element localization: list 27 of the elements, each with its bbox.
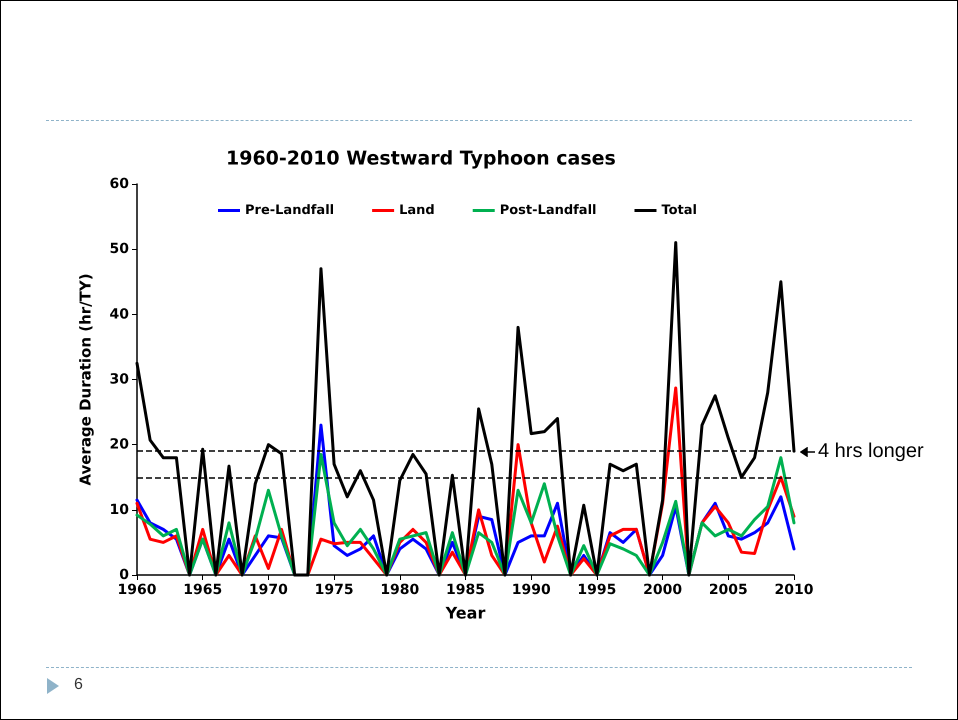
- legend-label: Land: [399, 203, 435, 218]
- ref-line-label: 4 hrs longer: [818, 440, 924, 462]
- x-tick-label: 2005: [708, 582, 748, 598]
- legend-label: Post-Landfall: [500, 203, 596, 218]
- y-tick-label: 50: [110, 241, 130, 258]
- legend-label: Pre-Landfall: [245, 203, 334, 218]
- x-tick-label: 1970: [248, 582, 288, 598]
- chart-title: 1960-2010 Westward Typhoon cases: [226, 148, 616, 170]
- y-axis-title: Average Duration (hr/TY): [76, 273, 94, 486]
- y-tick-label: 0: [119, 567, 130, 583]
- x-tick-label: 1995: [577, 582, 616, 598]
- y-tick-label: 30: [110, 372, 130, 388]
- text: 6: [74, 676, 83, 694]
- y-tick-label: 40: [110, 306, 130, 322]
- x-tick-label: 1965: [183, 582, 222, 598]
- y-tick-label: 20: [110, 436, 130, 453]
- x-tick-label: 1960: [118, 582, 157, 598]
- y-tick-label: 60: [110, 176, 130, 192]
- legend-label: Total: [661, 203, 698, 218]
- x-tick-label: 2010: [774, 582, 814, 598]
- x-tick-label: 1985: [446, 582, 485, 598]
- x-tick-label: 2000: [643, 582, 682, 598]
- x-tick-label: 1980: [380, 582, 420, 598]
- x-tick-label: 1975: [314, 582, 354, 598]
- y-tick-label: 10: [110, 502, 130, 518]
- x-tick-label: 1990: [512, 582, 551, 598]
- x-axis-title: Year: [444, 604, 486, 622]
